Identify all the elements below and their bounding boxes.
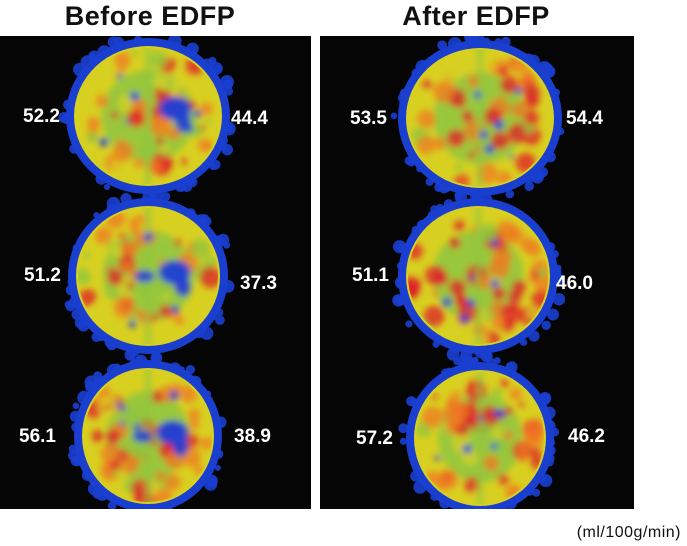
- brain-slice-bottom: [68, 351, 227, 509]
- flow-value-left-bottom: 57.2: [356, 428, 393, 449]
- flow-value-right-middle: 37.3: [240, 273, 277, 294]
- brain-slice-top: [58, 36, 236, 204]
- scan-panel-before: 52.2 44.4 51.2 37.3 56.1 38.9: [0, 36, 311, 509]
- panel-title-after: After EDFP: [402, 1, 550, 31]
- brain-scan-images-before: [58, 36, 236, 509]
- flow-value-right-bottom: 46.2: [568, 426, 605, 447]
- flow-value-right-middle: 46.0: [556, 273, 593, 294]
- brain-slice-bottom: [398, 353, 560, 509]
- flow-value-right-bottom: 38.9: [234, 426, 271, 447]
- brain-slice-top: [390, 36, 565, 202]
- flow-value-left-bottom: 56.1: [19, 426, 56, 447]
- flow-value-right-top: 54.4: [566, 108, 603, 129]
- flow-value-left-middle: 51.2: [24, 265, 61, 286]
- scan-panel-after: 53.5 54.4 51.1 46.0 57.2 46.2: [320, 36, 634, 509]
- brain-slice-middle: [392, 189, 566, 363]
- brain-scan-images-after: [390, 36, 566, 509]
- unit-label: (ml/100g/min): [576, 524, 681, 541]
- flow-value-right-top: 44.4: [231, 108, 268, 129]
- flow-value-left-top: 52.2: [23, 106, 60, 127]
- flow-value-left-top: 53.5: [350, 108, 387, 129]
- panel-title-before: Before EDFP: [64, 1, 236, 31]
- flow-value-left-middle: 51.1: [352, 265, 389, 286]
- brain-slice-middle: [64, 187, 235, 362]
